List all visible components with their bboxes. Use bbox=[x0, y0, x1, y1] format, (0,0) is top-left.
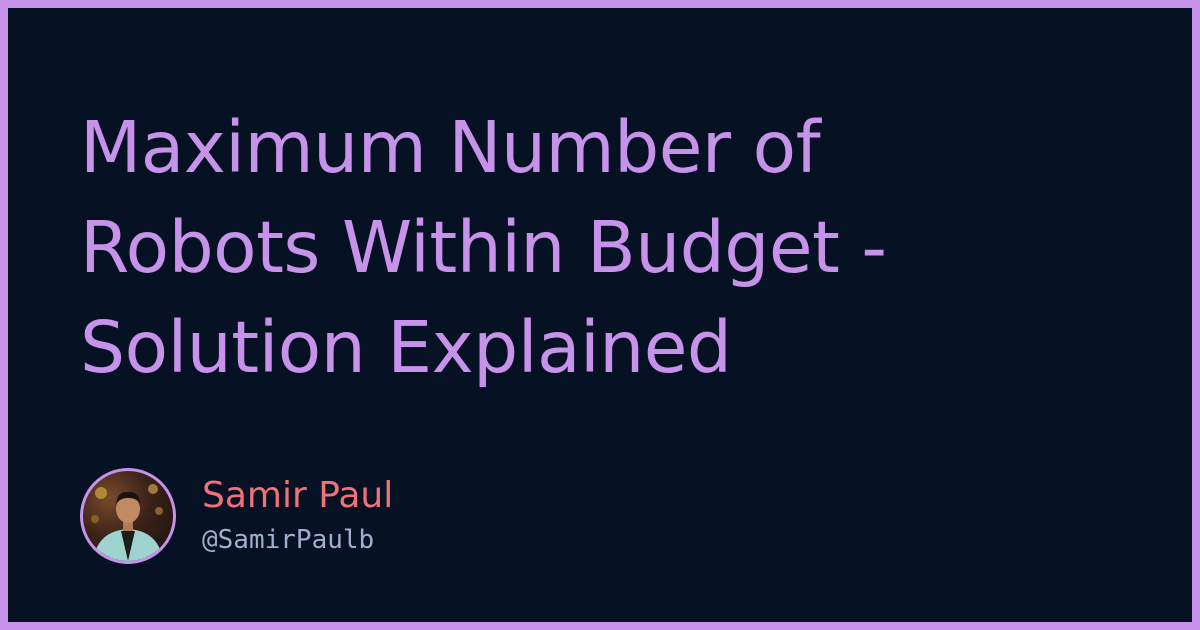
title-line-1: Maximum Number of bbox=[80, 106, 821, 189]
author-block: Samir Paul @SamirPaulb bbox=[80, 466, 393, 566]
person-photo-icon bbox=[91, 484, 163, 561]
author-handle: @SamirPaulb bbox=[202, 525, 375, 555]
page-title: Maximum Number of Robots Within Budget -… bbox=[80, 98, 1140, 398]
title-line-3: Solution Explained bbox=[80, 306, 732, 389]
avatar bbox=[80, 468, 176, 564]
author-text: Samir Paul @SamirPaulb bbox=[202, 474, 393, 558]
author-name: Samir Paul bbox=[202, 475, 394, 516]
title-line-2: Robots Within Budget - bbox=[80, 206, 887, 289]
